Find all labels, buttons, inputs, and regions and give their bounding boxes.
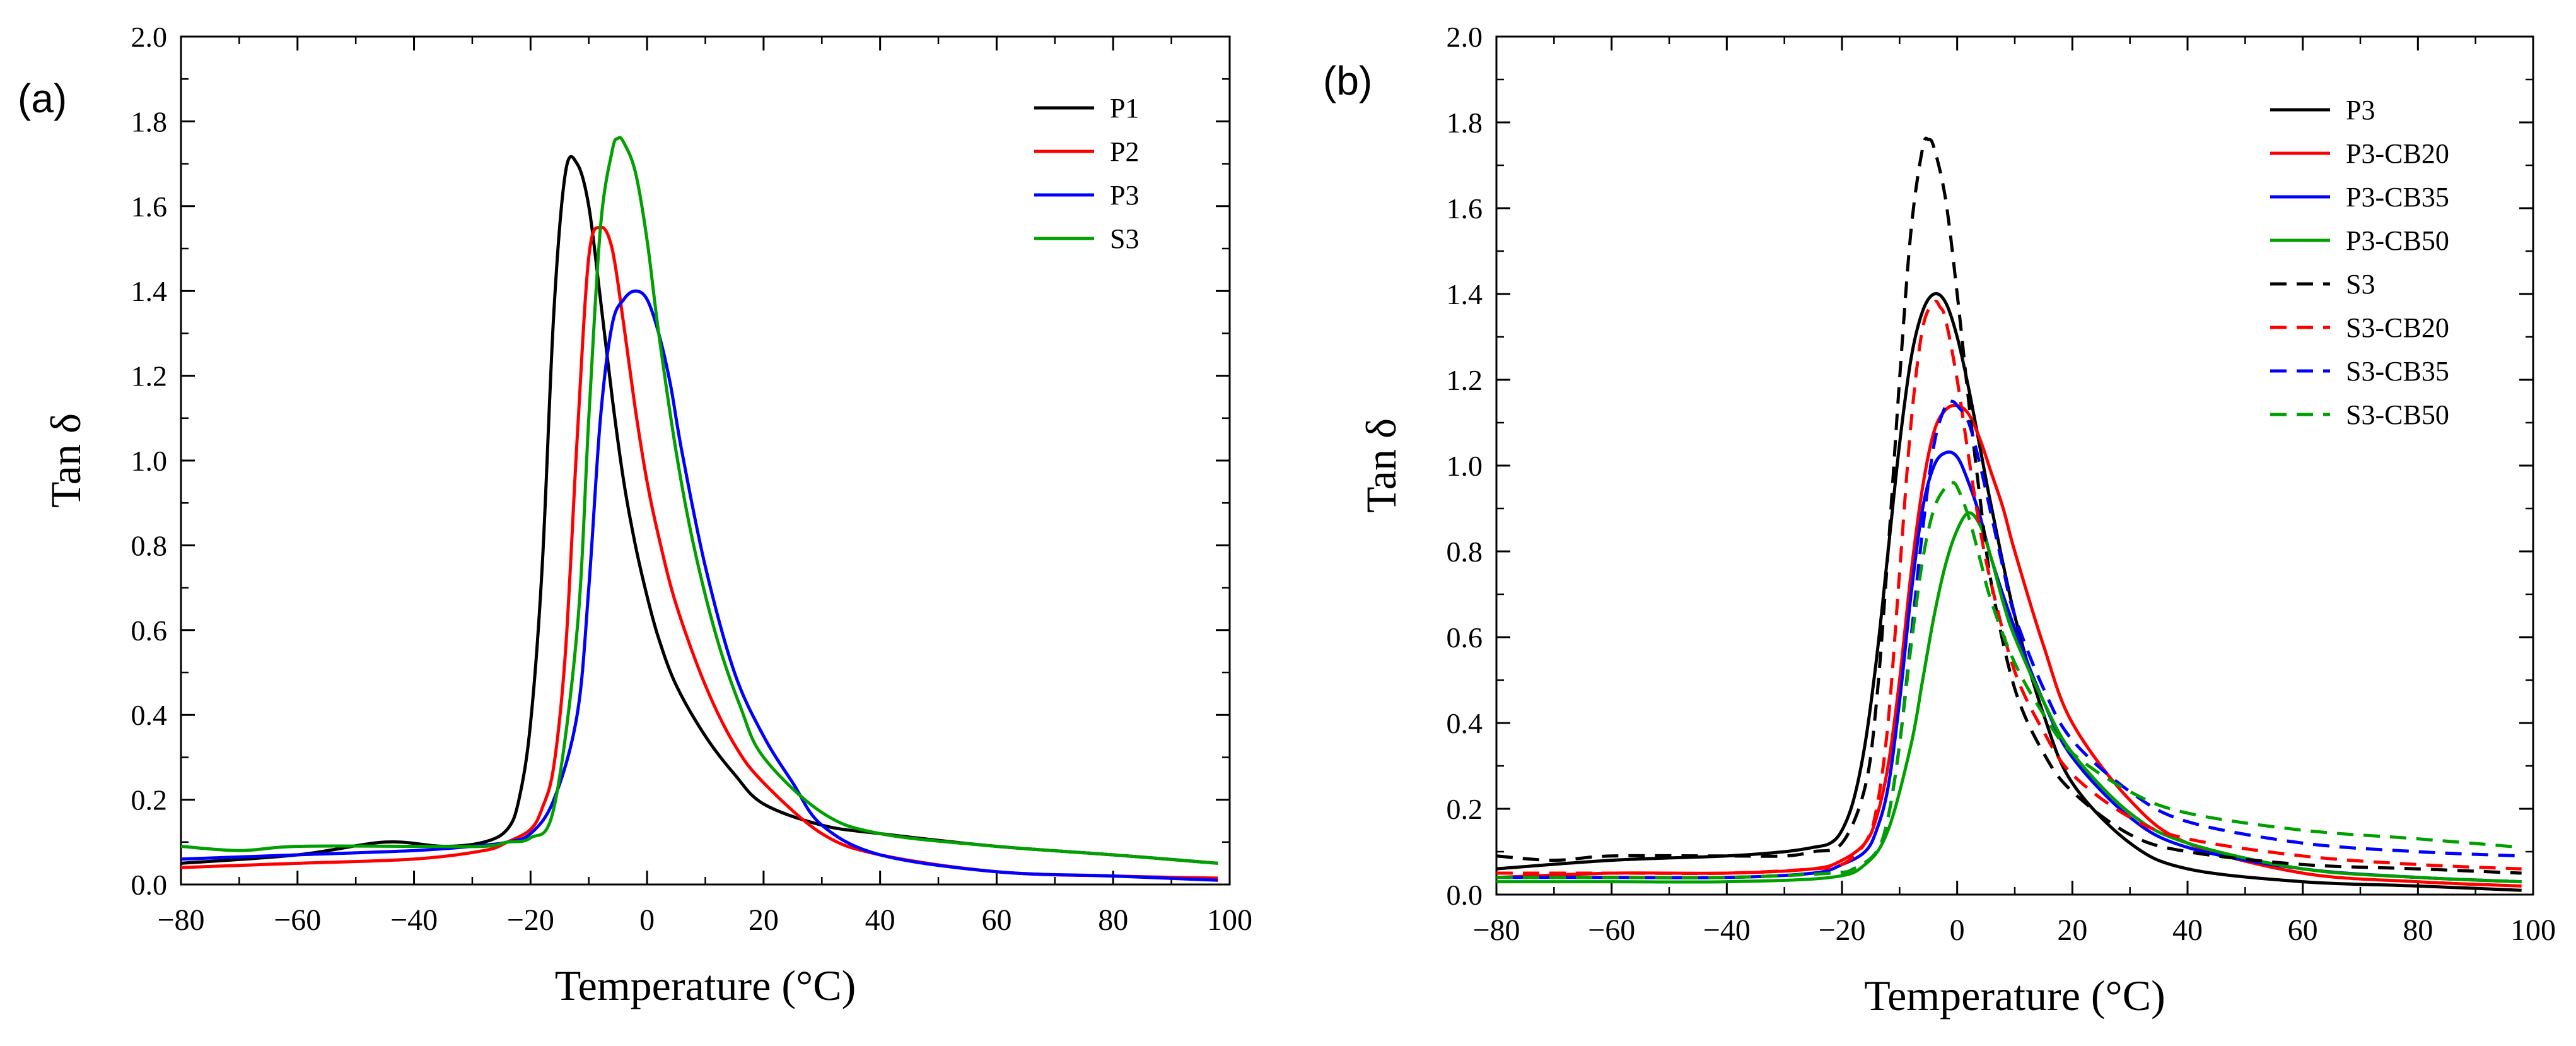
y-tick-label: 0.4 [1447,707,1483,739]
legend-label: P2 [1110,136,1139,167]
x-axis-label: Temperature (°C) [555,961,856,1009]
panel-label: (a) [18,76,67,121]
series-line-s3 [1496,136,2522,875]
y-tick-label: 1.0 [1447,450,1483,482]
legend-label: P3-CB20 [2346,138,2449,169]
y-tick-label: 2.0 [1447,21,1483,53]
series-line-s3-cb35 [1496,399,2522,879]
series-line-p2 [180,225,1218,880]
legend-label: P3 [2346,95,2375,126]
y-tick-label: 0.6 [131,614,168,647]
x-tick-label: −60 [1588,914,1635,947]
y-tick-label: 1.8 [1447,107,1483,139]
legend-label: S3 [1110,223,1139,254]
y-axis-label: Tan δ [42,413,90,508]
x-tick-label: 20 [749,903,779,937]
legend-label: S3-CB35 [2346,356,2449,387]
x-tick-label: −80 [157,903,204,937]
y-tick-label: 0.4 [131,699,168,731]
x-axis-label: Temperature (°C) [1864,972,2165,1020]
legend-label: P1 [1110,93,1139,124]
legend-label: S3-CB50 [2346,399,2449,430]
y-tick-label: 1.4 [131,275,168,307]
y-tick-label: 0.8 [1447,536,1483,568]
y-tick-label: 1.6 [1447,192,1483,225]
x-tick-label: 60 [981,903,1011,937]
y-tick-label: 1.4 [1447,278,1483,310]
series-line-p3 [180,289,1218,882]
series-line-s3-cb50 [1496,481,2522,879]
legend-label: P3 [1110,180,1139,211]
y-tick-label: 1.0 [131,445,168,477]
legend-label: S3 [2346,269,2375,300]
series-line-p3-cb35 [1496,450,2522,884]
y-tick-label: 1.2 [1447,364,1483,396]
legend-label: P3-CB35 [2346,182,2449,213]
y-tick-label: 1.2 [131,360,168,392]
plot-frame-a [180,35,1231,886]
series-line-s3-cb20 [1496,300,2522,875]
x-tick-label: −20 [507,903,554,937]
panel-label: (b) [1323,58,1372,103]
y-tick-label: 0.0 [1447,879,1483,911]
y-tick-label: 0.8 [131,529,168,561]
x-tick-label: 100 [1207,903,1252,937]
x-tick-label: 100 [2510,914,2556,947]
x-tick-label: −40 [390,903,438,937]
legend-label: P3-CB50 [2346,225,2449,256]
chart-panel-b: −80 −60 −40 −20 0 20 40 60 80 100 0.0 0.2 0.4 0.6 0.8 1… [1323,21,2556,1020]
legend-label: S3-CB20 [2346,312,2449,343]
series-line-p3-cb50 [1496,511,2522,884]
x-tick-label: 40 [865,903,895,937]
y-tick-label: 0.2 [1447,793,1483,825]
x-tick-label: 80 [1098,903,1128,937]
y-tick-label: 0.2 [131,784,168,816]
y-tick-label: 0.6 [1447,621,1483,654]
x-tick-label: 60 [2288,914,2318,947]
x-tick-label: −80 [1472,914,1520,947]
x-tick-label: 20 [2057,914,2087,947]
x-tick-label: −60 [274,903,321,937]
x-tick-label: −40 [1703,914,1751,947]
series-line-p1 [180,155,1218,865]
y-tick-label: 1.8 [131,105,168,138]
y-axis-label: Tan δ [1357,418,1405,513]
x-tick-label: 0 [1950,914,1965,947]
x-tick-label: −20 [1818,914,1865,947]
y-tick-label: 0.0 [131,869,168,901]
x-tick-label: 0 [639,903,655,937]
chart-panel-a: −80 −60 −40 −20 0 20 40 60 80 100 0.0 0.2 0.4 0.6 0.8 1… [18,21,1252,1009]
series-line-s3 [180,136,1218,865]
x-tick-label: 80 [2403,914,2433,947]
y-tick-label: 1.6 [131,191,168,223]
y-tick-label: 2.0 [131,21,168,53]
series-line-p3 [1496,291,2522,892]
series-line-p3-cb20 [1496,403,2522,888]
x-tick-label: 40 [2172,914,2203,947]
